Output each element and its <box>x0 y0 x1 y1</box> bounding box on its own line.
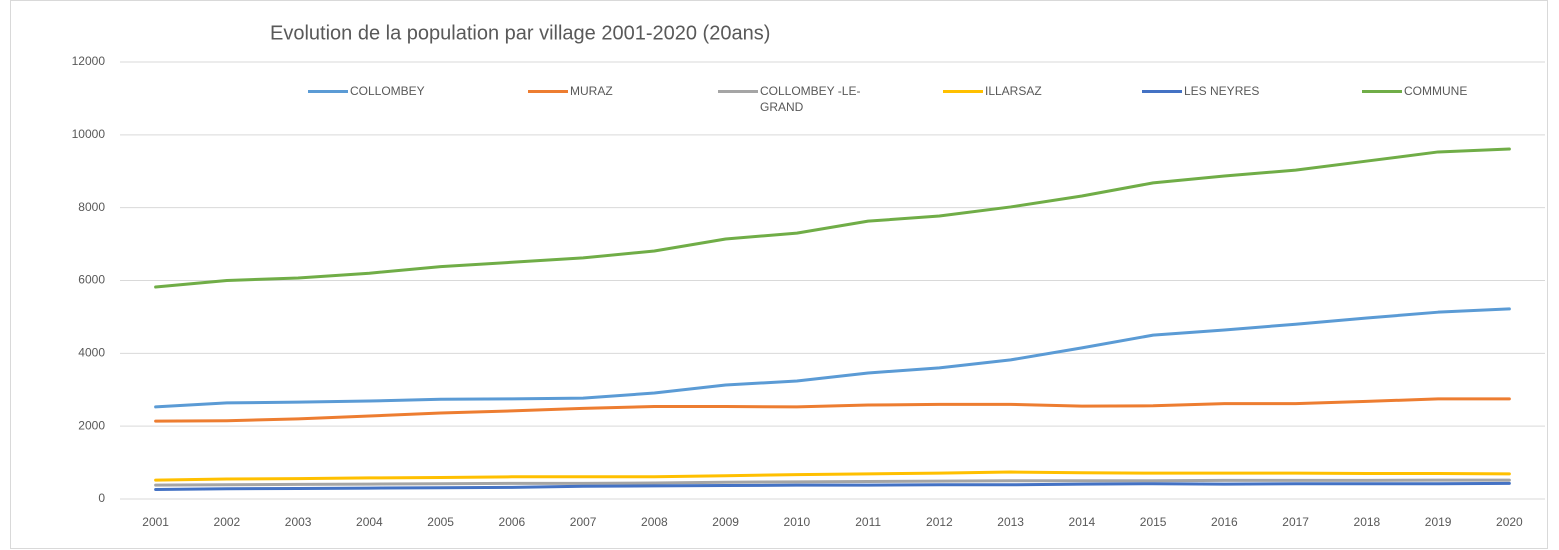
series-line <box>154 147 1511 289</box>
legend-item: MURAZ <box>528 83 680 99</box>
legend-label: LES NEYRES <box>1184 84 1260 98</box>
legend-label: MURAZ <box>570 84 613 98</box>
x-tick-label: 2001 <box>142 515 169 529</box>
x-tick-label: 2003 <box>285 515 312 529</box>
x-tick-label: 2015 <box>1140 515 1167 529</box>
legend-swatch <box>718 90 758 93</box>
series-line <box>154 478 1511 487</box>
legend-swatch <box>528 90 568 93</box>
legend-label: COLLOMBEY <box>350 84 425 98</box>
x-tick-label: 2005 <box>427 515 454 529</box>
legend-label: COLLOMBEY -LE-GRAND <box>760 84 861 114</box>
legend-item: COLLOMBEY <box>308 83 460 99</box>
legend-item: LES NEYRES <box>1142 83 1294 99</box>
chart-title: Evolution de la population par village 2… <box>270 22 770 44</box>
x-tick-label: 2008 <box>641 515 668 529</box>
legend-swatch <box>1142 90 1182 93</box>
y-tick-label: 2000 <box>78 418 105 432</box>
y-tick-label: 0 <box>98 491 105 505</box>
x-tick-label: 2006 <box>499 515 526 529</box>
x-tick-label: 2011 <box>855 515 881 529</box>
y-tick-label: 6000 <box>78 273 105 287</box>
legend-swatch <box>1362 90 1402 93</box>
series-line <box>154 470 1511 482</box>
x-tick-label: 2010 <box>784 515 811 529</box>
x-tick-label: 2012 <box>926 515 953 529</box>
y-tick-label: 4000 <box>78 346 105 360</box>
x-tick-label: 2020 <box>1496 515 1523 529</box>
x-tick-label: 2017 <box>1282 515 1309 529</box>
x-tick-label: 2009 <box>712 515 739 529</box>
legend-swatch <box>943 90 983 93</box>
y-tick-label: 10000 <box>72 127 106 141</box>
y-tick-label: 12000 <box>72 54 106 68</box>
legend-label: ILLARSAZ <box>985 84 1042 98</box>
chart-border <box>10 0 1548 549</box>
x-tick-label: 2007 <box>570 515 597 529</box>
legend-item: ILLARSAZ <box>943 83 1095 99</box>
series-line <box>154 397 1511 423</box>
x-tick-label: 2014 <box>1069 515 1096 529</box>
legend-swatch <box>308 90 348 93</box>
x-tick-label: 2019 <box>1425 515 1452 529</box>
legend-label: COMMUNE <box>1404 84 1468 98</box>
x-tick-label: 2016 <box>1211 515 1238 529</box>
x-tick-label: 2018 <box>1354 515 1381 529</box>
x-tick-label: 2013 <box>997 515 1024 529</box>
legend-item: COMMUNE <box>1362 83 1514 99</box>
x-tick-label: 2004 <box>356 515 383 529</box>
x-tick-label: 2002 <box>214 515 241 529</box>
series-line <box>154 481 1511 492</box>
y-tick-label: 8000 <box>78 200 105 214</box>
legend-item: COLLOMBEY -LE-GRAND <box>718 83 870 115</box>
series-line <box>154 307 1511 409</box>
